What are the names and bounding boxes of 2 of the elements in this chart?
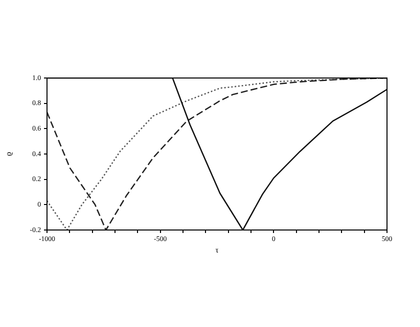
x-axis-title: τ (215, 245, 220, 254)
y-axis-title: ϱ (4, 152, 13, 156)
